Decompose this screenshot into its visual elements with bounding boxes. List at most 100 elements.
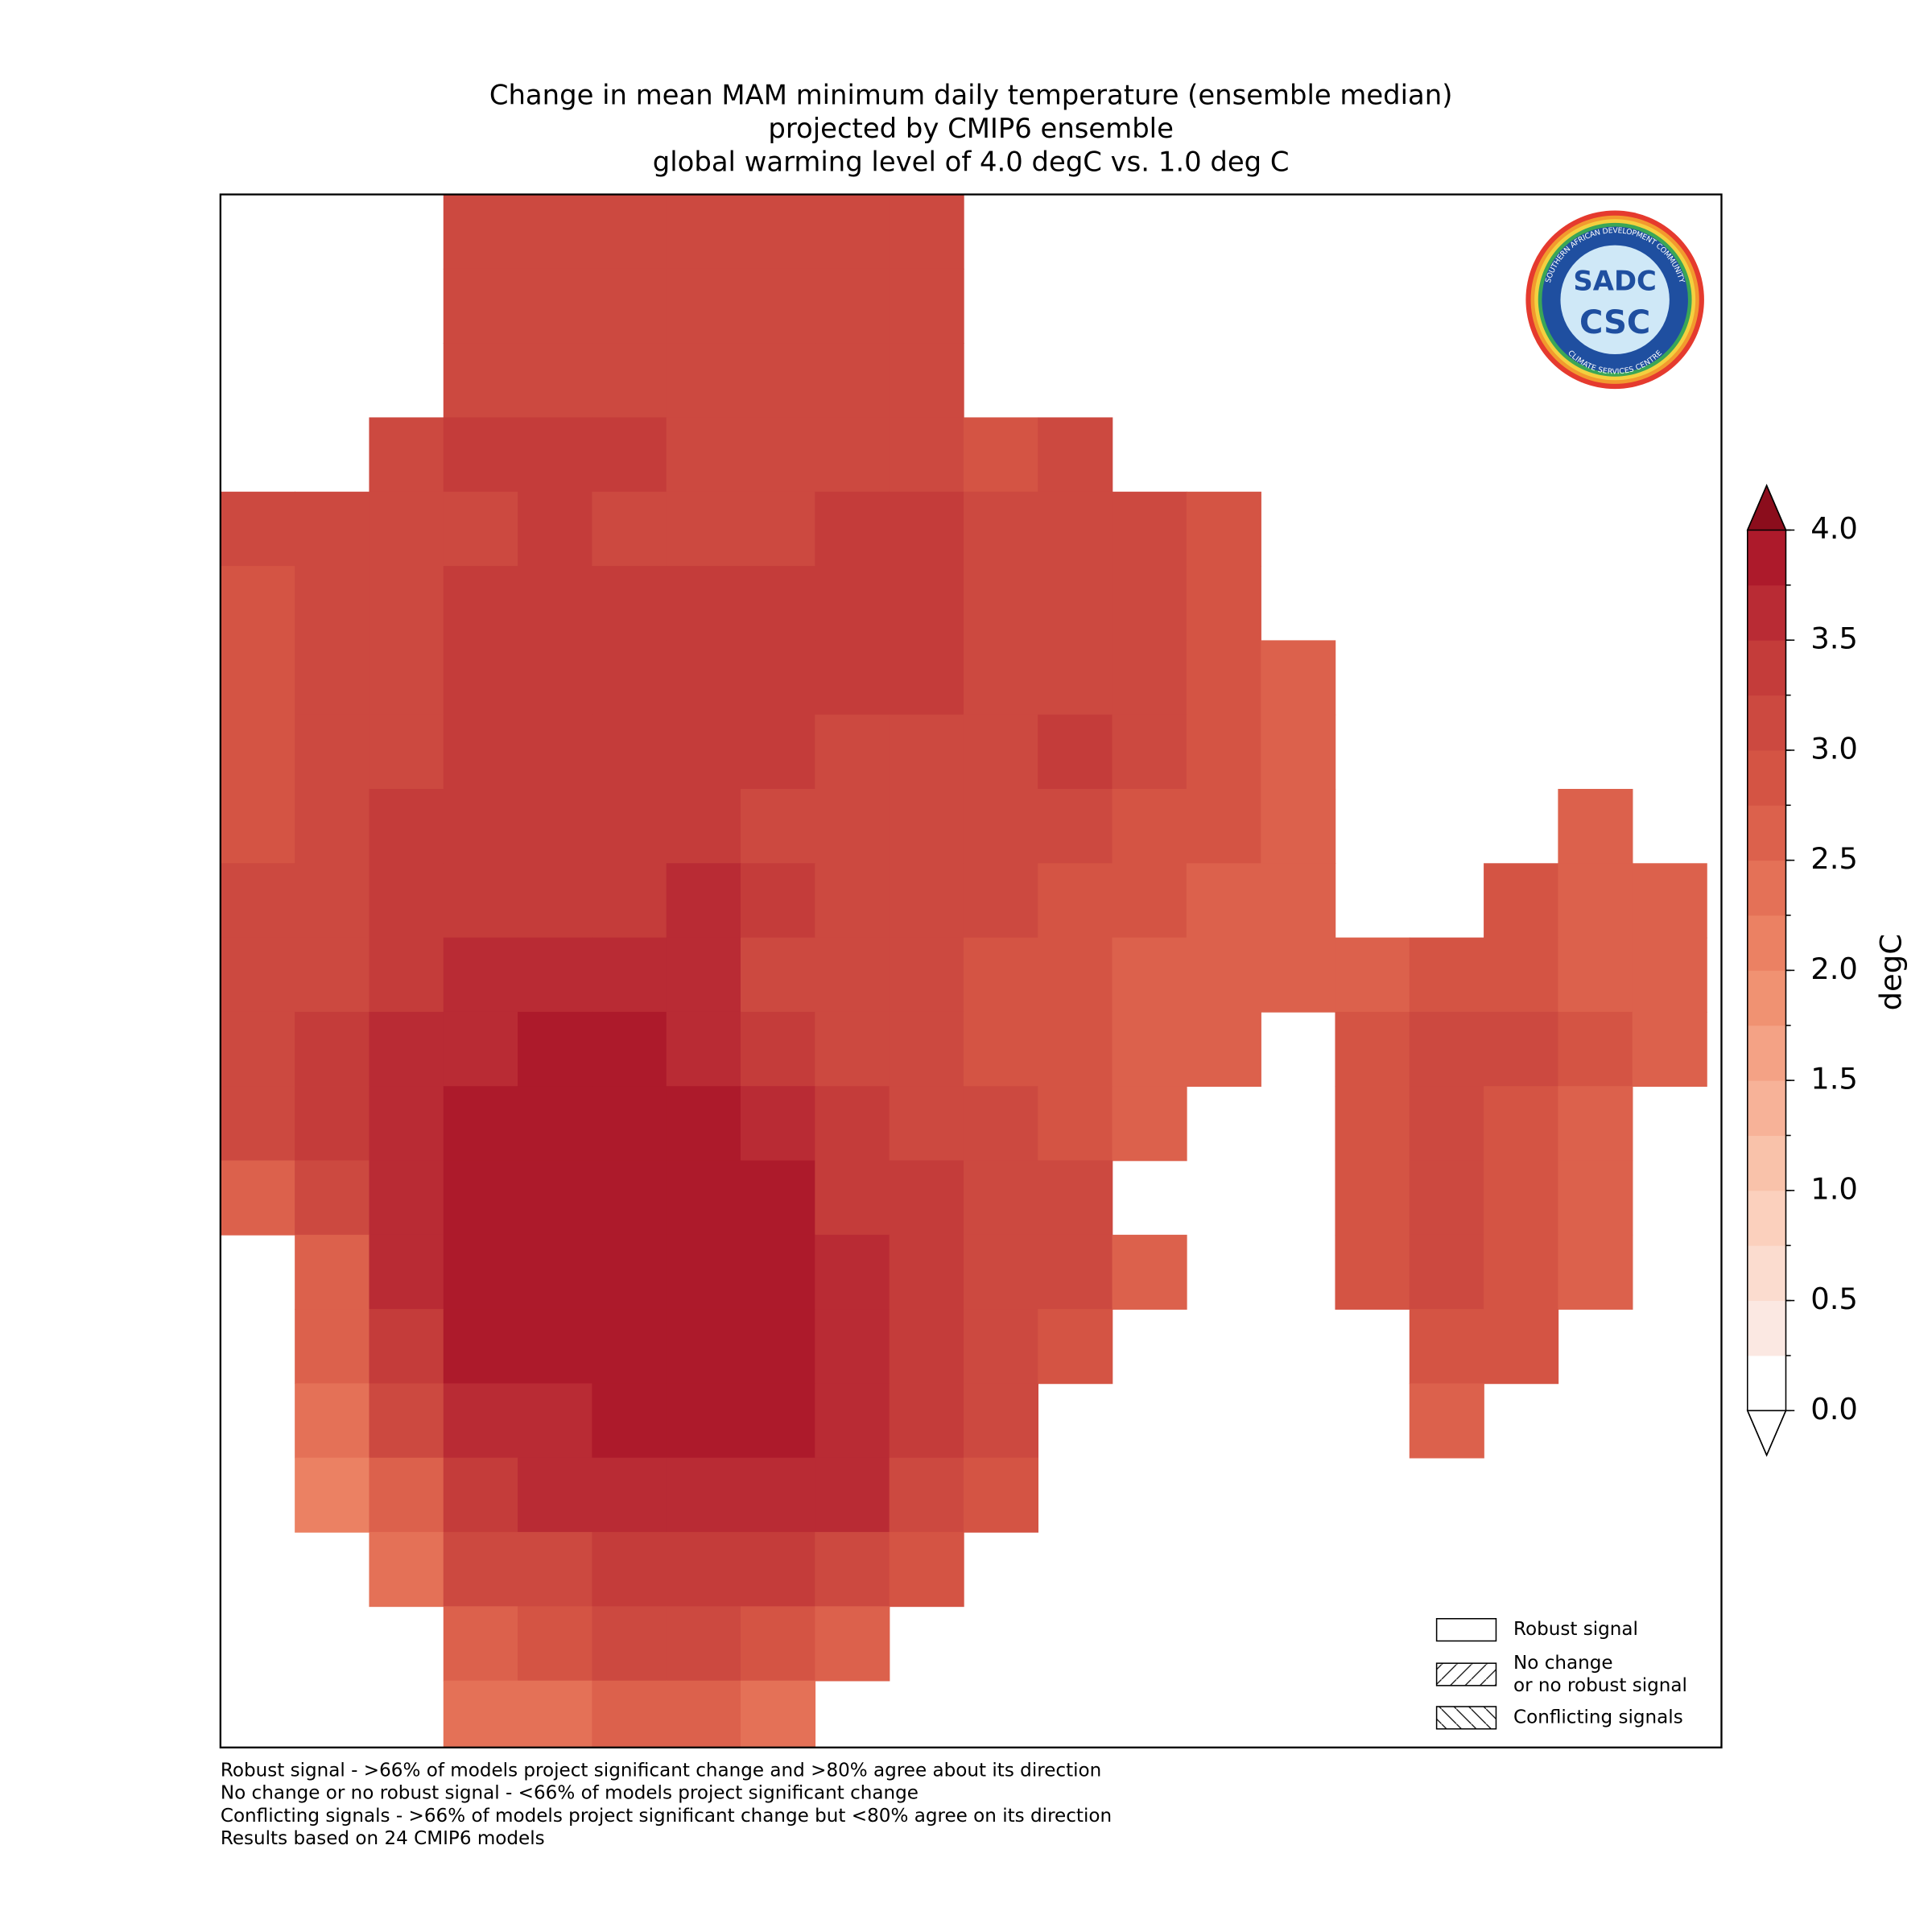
map-cell bbox=[666, 640, 741, 716]
colorbar-band bbox=[1747, 640, 1786, 696]
map-cell bbox=[518, 491, 593, 567]
map-cell bbox=[295, 714, 370, 790]
map-cell bbox=[1186, 491, 1261, 567]
map-cell bbox=[1038, 789, 1113, 865]
map-cell bbox=[1335, 1011, 1410, 1087]
legend-swatch bbox=[1435, 1618, 1497, 1642]
map-cell bbox=[1038, 1160, 1113, 1236]
legend: Robust signal No change or no robust signa… bbox=[1435, 1618, 1687, 1730]
map-cell bbox=[666, 1086, 741, 1162]
colorbar-outline bbox=[1747, 484, 1787, 1457]
map-cell bbox=[518, 566, 593, 642]
map-cell bbox=[815, 343, 890, 419]
map-cell bbox=[220, 1011, 295, 1087]
map-cell bbox=[889, 1532, 964, 1608]
map-cell bbox=[518, 1680, 593, 1748]
map-cell bbox=[741, 417, 816, 493]
map-cell bbox=[592, 1086, 667, 1162]
map-cell bbox=[1558, 1234, 1633, 1310]
map-cell bbox=[369, 491, 444, 567]
chart-title: projected by CMIP6 ensemble bbox=[768, 113, 1173, 144]
map-cell bbox=[1112, 714, 1187, 790]
footnote: Conflicting signals - >66% of models pro… bbox=[221, 1806, 1112, 1827]
map-cell bbox=[1261, 789, 1336, 865]
logo-centre-text: CSC bbox=[1579, 304, 1650, 341]
map-cell bbox=[889, 491, 964, 567]
map-grid bbox=[220, 194, 1707, 1748]
map-cell bbox=[443, 1457, 518, 1533]
map-cell bbox=[443, 937, 518, 1013]
map-cell bbox=[220, 1086, 295, 1162]
legend-label: No change or no robust signal bbox=[1513, 1653, 1687, 1696]
map-cell bbox=[963, 1457, 1038, 1533]
map-cell bbox=[369, 714, 444, 790]
map-cell bbox=[1484, 1234, 1559, 1310]
map-cell bbox=[518, 343, 593, 419]
map-cell bbox=[592, 1234, 667, 1310]
map-cell bbox=[1112, 863, 1187, 939]
map-cell bbox=[666, 566, 741, 642]
map-cell bbox=[741, 1383, 816, 1459]
map-cell bbox=[295, 789, 370, 865]
map-cell bbox=[1484, 1086, 1559, 1162]
map-cell bbox=[815, 417, 890, 493]
map-cell bbox=[741, 1309, 816, 1385]
map-cell bbox=[741, 1234, 816, 1310]
map-cell bbox=[443, 1383, 518, 1459]
map-cell bbox=[1186, 937, 1261, 1013]
map-cell bbox=[1484, 863, 1559, 939]
map-cell bbox=[815, 1234, 890, 1310]
map-cell bbox=[815, 566, 890, 642]
map-cell bbox=[592, 1680, 667, 1748]
map-cell bbox=[518, 268, 593, 344]
map-cell bbox=[889, 1086, 964, 1162]
map-cell bbox=[220, 714, 295, 790]
map-cell bbox=[1112, 789, 1187, 865]
map-cell bbox=[815, 194, 890, 270]
map-cell bbox=[220, 789, 295, 865]
map-cell bbox=[666, 789, 741, 865]
colorbar: 0.0 0.5 1.0 1.5 2.0 2.5 3.0 3.5 4.0 degC bbox=[1746, 484, 1908, 1457]
map-cell bbox=[369, 1011, 444, 1087]
map-cell bbox=[1186, 714, 1261, 790]
chart-title: Change in mean MAM minimum daily tempera… bbox=[489, 79, 1453, 110]
map-cell bbox=[963, 566, 1038, 642]
map-cell bbox=[443, 1160, 518, 1236]
map-cell bbox=[889, 1383, 964, 1459]
map-cell bbox=[815, 640, 890, 716]
colorbar-tick-label: 3.5 bbox=[1810, 621, 1858, 656]
map-cell bbox=[1558, 863, 1633, 939]
map-cell bbox=[889, 640, 964, 716]
map-cell bbox=[592, 1532, 667, 1608]
colorbar-band bbox=[1747, 860, 1786, 916]
map-cell bbox=[443, 640, 518, 716]
map-cell bbox=[518, 714, 593, 790]
map-cell bbox=[815, 1457, 890, 1533]
map-cell bbox=[1186, 640, 1261, 716]
map-cell bbox=[1038, 566, 1113, 642]
colorbar-band bbox=[1747, 1135, 1786, 1191]
map-cell bbox=[889, 1160, 964, 1236]
map-cell bbox=[295, 640, 370, 716]
colorbar-tick-label: 4.0 bbox=[1810, 511, 1858, 546]
map-cell bbox=[815, 1309, 890, 1385]
map-cell bbox=[369, 566, 444, 642]
map-cell bbox=[592, 714, 667, 790]
map-cell bbox=[741, 640, 816, 716]
map-cell bbox=[741, 714, 816, 790]
colorbar-band bbox=[1747, 749, 1786, 806]
colorbar-band bbox=[1747, 1025, 1786, 1081]
legend-swatch bbox=[1435, 1662, 1497, 1686]
map-cell bbox=[518, 1606, 593, 1682]
map-cell bbox=[518, 863, 593, 939]
map-cell bbox=[443, 194, 518, 270]
map-cell bbox=[666, 491, 741, 567]
map-cell bbox=[295, 566, 370, 642]
map-cell bbox=[815, 714, 890, 790]
map-cell bbox=[592, 937, 667, 1013]
map-cell bbox=[1558, 1086, 1633, 1162]
map-cell bbox=[889, 566, 964, 642]
legend-label: Robust signal bbox=[1513, 1619, 1638, 1640]
map-cell bbox=[443, 789, 518, 865]
map-cell bbox=[1038, 1309, 1113, 1385]
